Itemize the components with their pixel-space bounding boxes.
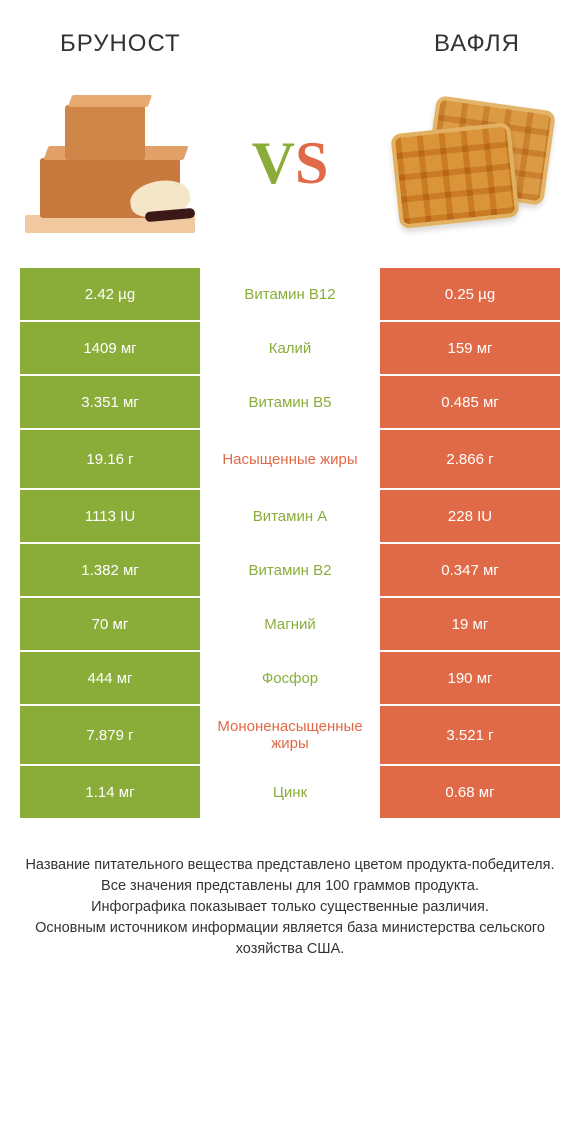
right-value: 159 мг [380,322,560,374]
footer-line: Основным источником информации является … [20,918,560,960]
footer-line: Все значения представлены для 100 граммо… [20,876,560,897]
footer-line: Инфографика показывает только существенн… [20,897,560,918]
nutrient-label: Мононенасыщенные жиры [200,706,380,764]
table-row: 1.382 мгВитамин B20.347 мг [20,544,560,596]
footer-line: Название питательного вещества представл… [20,855,560,876]
left-value: 444 мг [20,652,200,704]
table-row: 1409 мгКалий159 мг [20,322,560,374]
vs-s: S [295,130,328,196]
table-row: 1.14 мгЦинк0.68 мг [20,766,560,818]
vs-v: V [252,130,295,196]
nutrient-label: Витамин B2 [200,544,380,596]
table-row: 70 мгМагний19 мг [20,598,560,650]
header: БРУНОСТ ВАФЛЯ [0,0,580,68]
left-value: 2.42 µg [20,268,200,320]
left-value: 1113 IU [20,490,200,542]
table-row: 7.879 гМононенасыщенные жиры3.521 г [20,706,560,764]
left-value: 1409 мг [20,322,200,374]
table-row: 3.351 мгВитамин B50.485 мг [20,376,560,428]
table-row: 2.42 µgВитамин B120.25 µg [20,268,560,320]
left-value: 70 мг [20,598,200,650]
nutrient-label: Фосфор [200,652,380,704]
footer-notes: Название питательного вещества представл… [0,820,580,960]
nutrient-label: Насыщенные жиры [200,430,380,488]
nutrient-label: Магний [200,598,380,650]
left-value: 1.14 мг [20,766,200,818]
right-value: 0.25 µg [380,268,560,320]
right-title: ВАФЛЯ [434,30,520,58]
right-value: 2.866 г [380,430,560,488]
left-value: 7.879 г [20,706,200,764]
right-value: 0.347 мг [380,544,560,596]
nutrient-label: Витамин B5 [200,376,380,428]
nutrient-label: Цинк [200,766,380,818]
table-row: 19.16 гНасыщенные жиры2.866 г [20,430,560,488]
table-row: 444 мгФосфор190 мг [20,652,560,704]
vs-label: VS [252,129,329,198]
images-row: VS [0,68,580,268]
right-value: 3.521 г [380,706,560,764]
right-value: 228 IU [380,490,560,542]
brunost-image [20,83,200,243]
nutrient-label: Витамин B12 [200,268,380,320]
table-row: 1113 IUВитамин A228 IU [20,490,560,542]
left-value: 1.382 мг [20,544,200,596]
right-value: 190 мг [380,652,560,704]
nutrient-label: Витамин A [200,490,380,542]
right-value: 0.485 мг [380,376,560,428]
comparison-table: 2.42 µgВитамин B120.25 µg1409 мгКалий159… [0,268,580,818]
right-value: 19 мг [380,598,560,650]
left-value: 3.351 мг [20,376,200,428]
left-value: 19.16 г [20,430,200,488]
waffle-image [380,83,560,243]
left-title: БРУНОСТ [60,30,181,58]
right-value: 0.68 мг [380,766,560,818]
nutrient-label: Калий [200,322,380,374]
